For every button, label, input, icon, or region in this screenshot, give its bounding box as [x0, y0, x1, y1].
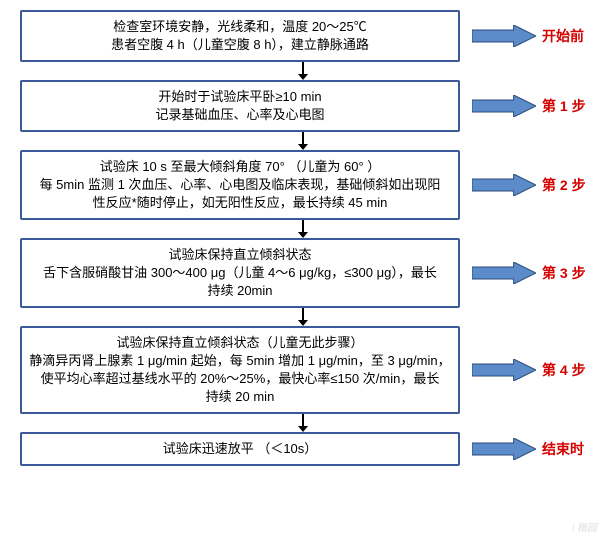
- flow-box-line: 静滴异丙肾上腺素 1 μg/min 起始，每 5min 增加 1 μg/min，…: [29, 352, 450, 370]
- watermark: i 楷园: [572, 519, 597, 534]
- flow-box: 检查室环境安静，光线柔和，温度 20～25℃患者空腹 4 h（儿童空腹 8 h）…: [20, 10, 460, 62]
- step-label: 开始前: [542, 26, 584, 46]
- flow-row: 检查室环境安静，光线柔和，温度 20～25℃患者空腹 4 h（儿童空腹 8 h）…: [0, 10, 605, 62]
- flow-box: 试验床保持直立倾斜状态（儿童无此步骤）静滴异丙肾上腺素 1 μg/min 起始，…: [20, 326, 460, 414]
- flow-row: 试验床保持直立倾斜状态（儿童无此步骤）静滴异丙肾上腺素 1 μg/min 起始，…: [0, 326, 605, 414]
- flow-box-line: 检查室环境安静，光线柔和，温度 20～25℃: [113, 18, 367, 36]
- right-arrow-icon: [472, 174, 536, 196]
- step-label: 第 2 步: [542, 175, 586, 195]
- right-arrow-icon: [472, 438, 536, 460]
- down-arrow: [73, 308, 533, 326]
- step-label: 第 3 步: [542, 263, 586, 283]
- flow-box-line: 试验床保持直立倾斜状态: [168, 246, 311, 264]
- side-annotation: 第 1 步: [472, 95, 586, 117]
- flow-box-line: 每 5min 监测 1 次血压、心率、心电图及临床表现，基础倾斜如出现阳: [40, 176, 441, 194]
- side-annotation: 结束时: [472, 438, 584, 460]
- right-arrow-icon: [472, 262, 536, 284]
- flow-box-line: 使平均心率超过基线水平的 20%～25%，最快心率≤150 次/min，最长: [41, 370, 440, 388]
- down-arrow: [73, 220, 533, 238]
- right-arrow-icon: [472, 25, 536, 47]
- flow-box-line: 记录基础血压、心率及心电图: [155, 106, 324, 124]
- side-annotation: 第 3 步: [472, 262, 586, 284]
- flow-box: 试验床迅速放平 （＜10s）: [20, 432, 460, 466]
- flowchart: 检查室环境安静，光线柔和，温度 20～25℃患者空腹 4 h（儿童空腹 8 h）…: [0, 10, 605, 466]
- right-arrow-icon: [472, 359, 536, 381]
- flow-box-line: 持续 20min: [207, 282, 272, 300]
- flow-box-line: 性反应*随时停止，如无阳性反应，最长持续 45 min: [93, 194, 388, 212]
- flow-box-line: 患者空腹 4 h（儿童空腹 8 h），建立静脉通路: [111, 36, 369, 54]
- flow-row: 试验床迅速放平 （＜10s） 结束时: [0, 432, 605, 466]
- side-annotation: 开始前: [472, 25, 584, 47]
- flow-box-line: 舌下含服硝酸甘油 300～400 μg（儿童 4～6 μg/kg，≤300 μg…: [43, 264, 437, 282]
- flow-box: 试验床 10 s 至最大倾斜角度 70° （儿童为 60° ）每 5min 监测…: [20, 150, 460, 220]
- flow-box: 试验床保持直立倾斜状态舌下含服硝酸甘油 300～400 μg（儿童 4～6 μg…: [20, 238, 460, 308]
- flow-box-line: 持续 20 min: [206, 388, 275, 406]
- flow-box-line: 试验床保持直立倾斜状态（儿童无此步骤）: [116, 334, 363, 352]
- side-annotation: 第 4 步: [472, 359, 586, 381]
- flow-box: 开始时于试验床平卧≥10 min记录基础血压、心率及心电图: [20, 80, 460, 132]
- step-label: 第 4 步: [542, 360, 586, 380]
- flow-row: 试验床 10 s 至最大倾斜角度 70° （儿童为 60° ）每 5min 监测…: [0, 150, 605, 220]
- step-label: 结束时: [542, 439, 584, 459]
- down-arrow: [73, 414, 533, 432]
- down-arrow: [73, 62, 533, 80]
- down-arrow: [73, 132, 533, 150]
- right-arrow-icon: [472, 95, 536, 117]
- step-label: 第 1 步: [542, 96, 586, 116]
- flow-row: 开始时于试验床平卧≥10 min记录基础血压、心率及心电图 第 1 步: [0, 80, 605, 132]
- flow-box-line: 开始时于试验床平卧≥10 min: [158, 88, 321, 106]
- flow-box-line: 试验床 10 s 至最大倾斜角度 70° （儿童为 60° ）: [100, 158, 381, 176]
- flow-box-line: 试验床迅速放平 （＜10s）: [163, 440, 318, 458]
- flow-row: 试验床保持直立倾斜状态舌下含服硝酸甘油 300～400 μg（儿童 4～6 μg…: [0, 238, 605, 308]
- side-annotation: 第 2 步: [472, 174, 586, 196]
